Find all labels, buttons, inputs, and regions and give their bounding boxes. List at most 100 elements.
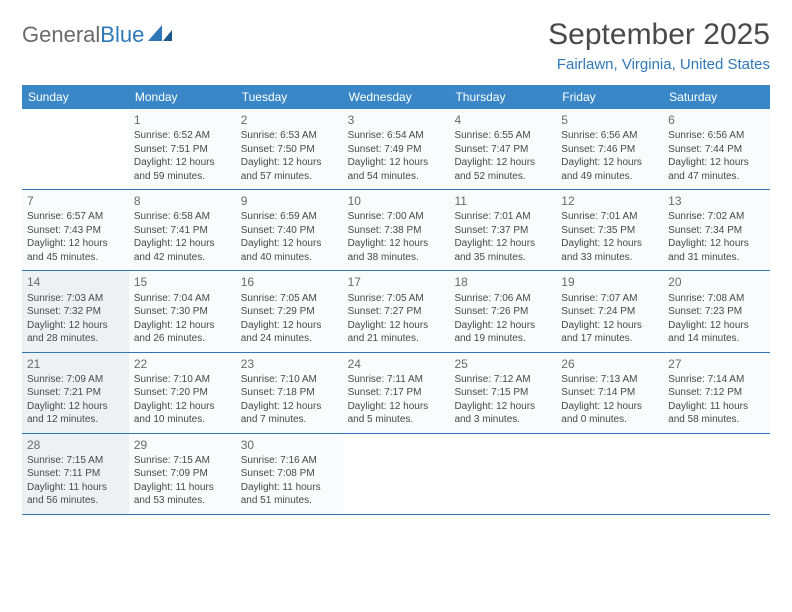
sunset-text: Sunset: 7:15 PM [454, 386, 551, 400]
day-number: 2 [241, 112, 338, 128]
week-row: 1Sunrise: 6:52 AMSunset: 7:51 PMDaylight… [22, 109, 770, 190]
daylight-text: Daylight: 12 hours and 45 minutes. [27, 237, 124, 264]
sunrise-text: Sunrise: 6:58 AM [134, 210, 231, 224]
weekday-label: Sunday [22, 85, 129, 109]
sunset-text: Sunset: 7:40 PM [241, 224, 338, 238]
sunrise-text: Sunrise: 7:06 AM [454, 292, 551, 306]
day-cell: 4Sunrise: 6:55 AMSunset: 7:47 PMDaylight… [449, 109, 556, 189]
sunrise-text: Sunrise: 7:05 AM [241, 292, 338, 306]
day-cell: 8Sunrise: 6:58 AMSunset: 7:41 PMDaylight… [129, 190, 236, 270]
day-cell: 26Sunrise: 7:13 AMSunset: 7:14 PMDayligh… [556, 353, 663, 433]
sunset-text: Sunset: 7:21 PM [27, 386, 124, 400]
sunset-text: Sunset: 7:43 PM [27, 224, 124, 238]
sunrise-text: Sunrise: 6:52 AM [134, 129, 231, 143]
sunrise-text: Sunrise: 7:07 AM [561, 292, 658, 306]
sunset-text: Sunset: 7:11 PM [27, 467, 124, 481]
day-cell: 12Sunrise: 7:01 AMSunset: 7:35 PMDayligh… [556, 190, 663, 270]
sunrise-text: Sunrise: 7:04 AM [134, 292, 231, 306]
day-number: 22 [134, 356, 231, 372]
sunrise-text: Sunrise: 6:54 AM [348, 129, 445, 143]
sunset-text: Sunset: 7:47 PM [454, 143, 551, 157]
weekday-label: Tuesday [236, 85, 343, 109]
sunset-text: Sunset: 7:32 PM [27, 305, 124, 319]
day-number: 6 [668, 112, 765, 128]
daylight-text: Daylight: 12 hours and 52 minutes. [454, 156, 551, 183]
day-number: 8 [134, 193, 231, 209]
day-cell: 7Sunrise: 6:57 AMSunset: 7:43 PMDaylight… [22, 190, 129, 270]
sunrise-text: Sunrise: 7:15 AM [27, 454, 124, 468]
day-cell: 3Sunrise: 6:54 AMSunset: 7:49 PMDaylight… [343, 109, 450, 189]
daylight-text: Daylight: 12 hours and 35 minutes. [454, 237, 551, 264]
day-number: 28 [27, 437, 124, 453]
daylight-text: Daylight: 12 hours and 57 minutes. [241, 156, 338, 183]
weekday-label: Friday [556, 85, 663, 109]
daylight-text: Daylight: 12 hours and 26 minutes. [134, 319, 231, 346]
sunset-text: Sunset: 7:14 PM [561, 386, 658, 400]
daylight-text: Daylight: 12 hours and 54 minutes. [348, 156, 445, 183]
header: GeneralBlue September 2025 Fairlawn, Vir… [22, 18, 770, 73]
sunrise-text: Sunrise: 7:08 AM [668, 292, 765, 306]
day-cell: 30Sunrise: 7:16 AMSunset: 7:08 PMDayligh… [236, 434, 343, 514]
day-cell: 24Sunrise: 7:11 AMSunset: 7:17 PMDayligh… [343, 353, 450, 433]
day-cell: 27Sunrise: 7:14 AMSunset: 7:12 PMDayligh… [663, 353, 770, 433]
sunrise-text: Sunrise: 6:56 AM [561, 129, 658, 143]
sunset-text: Sunset: 7:35 PM [561, 224, 658, 238]
week-row: 7Sunrise: 6:57 AMSunset: 7:43 PMDaylight… [22, 190, 770, 271]
daylight-text: Daylight: 12 hours and 21 minutes. [348, 319, 445, 346]
daylight-text: Daylight: 12 hours and 59 minutes. [134, 156, 231, 183]
sunrise-text: Sunrise: 7:14 AM [668, 373, 765, 387]
day-number: 9 [241, 193, 338, 209]
sunrise-text: Sunrise: 6:53 AM [241, 129, 338, 143]
empty-cell [449, 434, 556, 514]
sunrise-text: Sunrise: 6:59 AM [241, 210, 338, 224]
sunrise-text: Sunrise: 7:12 AM [454, 373, 551, 387]
weekday-label: Saturday [663, 85, 770, 109]
sunset-text: Sunset: 7:09 PM [134, 467, 231, 481]
location: Fairlawn, Virginia, United States [548, 56, 770, 73]
day-cell: 29Sunrise: 7:15 AMSunset: 7:09 PMDayligh… [129, 434, 236, 514]
sunrise-text: Sunrise: 7:00 AM [348, 210, 445, 224]
day-number: 10 [348, 193, 445, 209]
day-number: 12 [561, 193, 658, 209]
day-number: 30 [241, 437, 338, 453]
day-cell: 2Sunrise: 6:53 AMSunset: 7:50 PMDaylight… [236, 109, 343, 189]
sunrise-text: Sunrise: 7:10 AM [241, 373, 338, 387]
daylight-text: Daylight: 11 hours and 51 minutes. [241, 481, 338, 508]
daylight-text: Daylight: 12 hours and 19 minutes. [454, 319, 551, 346]
sunset-text: Sunset: 7:29 PM [241, 305, 338, 319]
daylight-text: Daylight: 12 hours and 38 minutes. [348, 237, 445, 264]
daylight-text: Daylight: 12 hours and 33 minutes. [561, 237, 658, 264]
day-cell: 1Sunrise: 6:52 AMSunset: 7:51 PMDaylight… [129, 109, 236, 189]
day-number: 14 [27, 274, 124, 290]
day-number: 29 [134, 437, 231, 453]
day-number: 13 [668, 193, 765, 209]
sunset-text: Sunset: 7:46 PM [561, 143, 658, 157]
day-number: 4 [454, 112, 551, 128]
daylight-text: Daylight: 12 hours and 14 minutes. [668, 319, 765, 346]
daylight-text: Daylight: 12 hours and 40 minutes. [241, 237, 338, 264]
daylight-text: Daylight: 12 hours and 24 minutes. [241, 319, 338, 346]
daylight-text: Daylight: 12 hours and 49 minutes. [561, 156, 658, 183]
sunset-text: Sunset: 7:51 PM [134, 143, 231, 157]
sunrise-text: Sunrise: 7:15 AM [134, 454, 231, 468]
day-number: 16 [241, 274, 338, 290]
weekday-label: Thursday [449, 85, 556, 109]
day-cell: 23Sunrise: 7:10 AMSunset: 7:18 PMDayligh… [236, 353, 343, 433]
day-cell: 21Sunrise: 7:09 AMSunset: 7:21 PMDayligh… [22, 353, 129, 433]
day-cell: 14Sunrise: 7:03 AMSunset: 7:32 PMDayligh… [22, 271, 129, 351]
day-cell: 13Sunrise: 7:02 AMSunset: 7:34 PMDayligh… [663, 190, 770, 270]
sunrise-text: Sunrise: 7:03 AM [27, 292, 124, 306]
empty-cell [556, 434, 663, 514]
title-block: September 2025 Fairlawn, Virginia, Unite… [548, 18, 770, 73]
day-number: 5 [561, 112, 658, 128]
day-number: 7 [27, 193, 124, 209]
daylight-text: Daylight: 12 hours and 12 minutes. [27, 400, 124, 427]
day-number: 21 [27, 356, 124, 372]
sunrise-text: Sunrise: 6:55 AM [454, 129, 551, 143]
day-number: 11 [454, 193, 551, 209]
day-cell: 5Sunrise: 6:56 AMSunset: 7:46 PMDaylight… [556, 109, 663, 189]
day-cell: 18Sunrise: 7:06 AMSunset: 7:26 PMDayligh… [449, 271, 556, 351]
daylight-text: Daylight: 12 hours and 5 minutes. [348, 400, 445, 427]
day-cell: 11Sunrise: 7:01 AMSunset: 7:37 PMDayligh… [449, 190, 556, 270]
day-cell: 10Sunrise: 7:00 AMSunset: 7:38 PMDayligh… [343, 190, 450, 270]
